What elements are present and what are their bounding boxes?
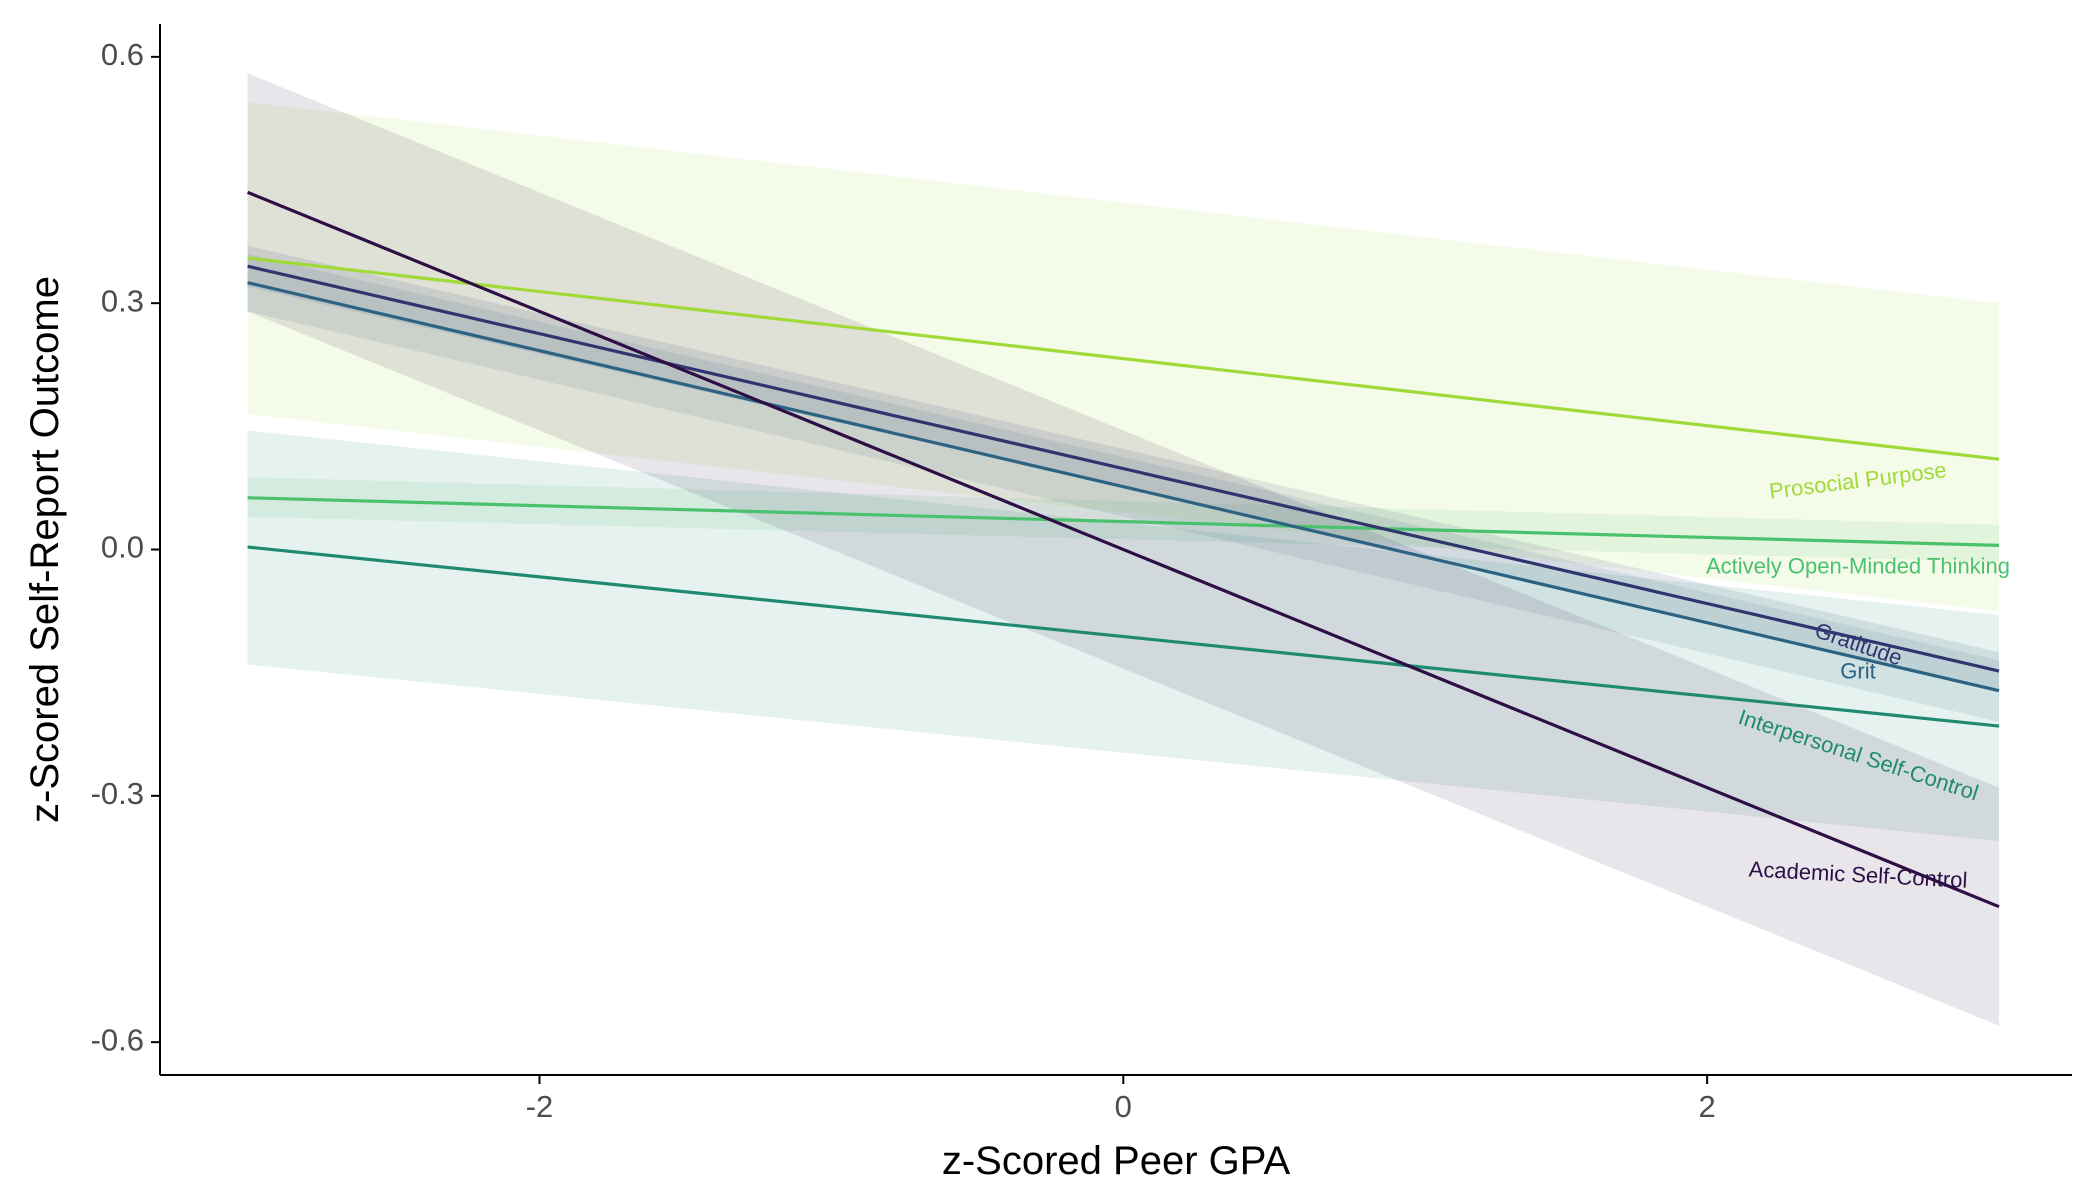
prosocial-purpose-line xyxy=(247,256,2000,461)
gratitude-line xyxy=(247,264,2000,673)
actively-open-minded-thinking-band xyxy=(247,477,2000,562)
y-tick-label: 0.0 xyxy=(101,530,144,565)
grit-label: Grit xyxy=(1840,658,1875,683)
y-axis-title: z-Scored Self-Report Outcome xyxy=(23,276,67,823)
x-tick-label: -2 xyxy=(526,1089,554,1124)
axes: -0.6 -0.3 0.0 0.3 0.6 -2 0 2 xyxy=(91,24,2072,1124)
x-tick-label: 2 xyxy=(1698,1089,1715,1124)
prosocial-purpose-band xyxy=(247,102,2000,612)
regression-lines xyxy=(246,190,2000,909)
x-axis-title: z-Scored Peer GPA xyxy=(942,1139,1291,1183)
academic-self-control-line xyxy=(246,190,2000,909)
y-tick-label: -0.6 xyxy=(91,1022,144,1057)
actively-open-minded-thinking-label: Actively Open-Minded Thinking xyxy=(1706,553,2010,578)
grit-line xyxy=(247,281,2000,693)
y-tick-label: 0.6 xyxy=(101,37,144,72)
y-tick-label: 0.3 xyxy=(101,283,144,318)
actively-open-minded-thinking-line xyxy=(247,496,2000,547)
x-tick-label: 0 xyxy=(1115,1089,1132,1124)
y-tick-label: -0.3 xyxy=(91,776,144,811)
interpersonal-self-control-line xyxy=(247,545,2000,728)
